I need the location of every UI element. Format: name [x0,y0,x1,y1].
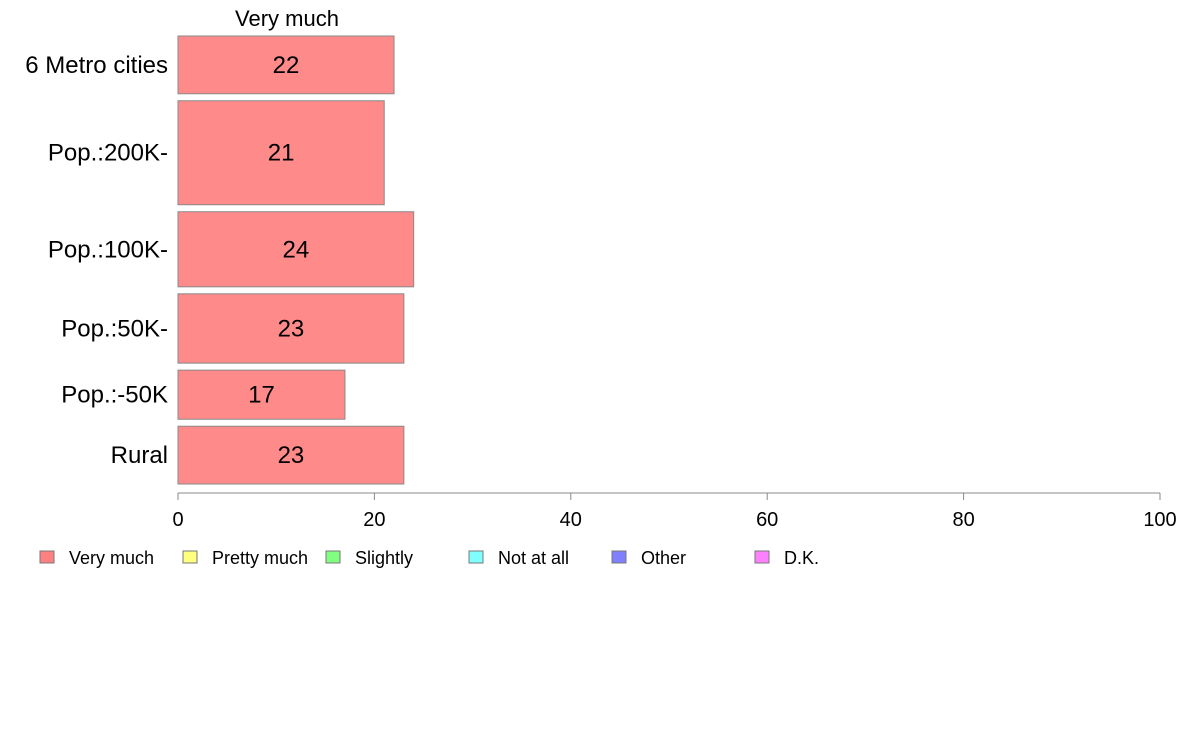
value-label-4: 17 [248,382,275,409]
x-axis: 0 20 40 60 80 100 [172,492,1177,531]
x-tick-label-0: 0 [172,509,183,531]
x-tick-label-3: 60 [756,509,778,531]
legend-swatch-2 [325,550,341,564]
bar-2 [177,211,415,288]
value-label-5: 23 [278,442,305,469]
legend-label-4: Other [641,548,686,568]
value-label-2: 24 [282,236,309,263]
legend-swatch-4 [611,550,627,564]
value-label-1: 21 [268,140,295,167]
value-label-0: 22 [273,52,300,79]
x-tick-label-5: 100 [1143,509,1176,531]
legend-swatch-0 [39,550,55,564]
legend-label-5: D.K. [784,548,819,568]
legend-label-2: Slightly [355,548,413,568]
legend-label-1: Pretty much [212,548,308,568]
legend: Very much Pretty much Slightly Not at all Ot… [39,548,819,568]
category-label-3: Pop.:50K- [61,315,168,342]
category-label-2: Pop.:100K- [48,236,168,263]
category-label-5: Rural [111,442,168,469]
bar-4 [177,369,346,420]
bar-5 [177,425,405,485]
value-label-3: 23 [278,315,305,342]
legend-swatch-1 [182,550,198,564]
category-label-4: Pop.:-50K [61,382,168,409]
legend-swatch-3 [468,550,484,564]
legend-swatch-5 [754,550,770,564]
legend-label-3: Not at all [498,548,569,568]
legend-label-0: Very much [69,548,154,568]
bar-0 [177,35,395,95]
bars-group: 22 6 Metro cities 21 Pop.:200K- 24 Pop.:100K-… [25,35,415,485]
bar-3 [177,293,405,364]
x-tick-label-2: 40 [560,509,582,531]
bar-1 [177,100,385,206]
category-label-0: 6 Metro cities [25,52,168,79]
x-tick-label-4: 80 [952,509,974,531]
category-label-1: Pop.:200K- [48,140,168,167]
x-tick-label-1: 20 [363,509,385,531]
series-title: Very much [235,6,339,31]
